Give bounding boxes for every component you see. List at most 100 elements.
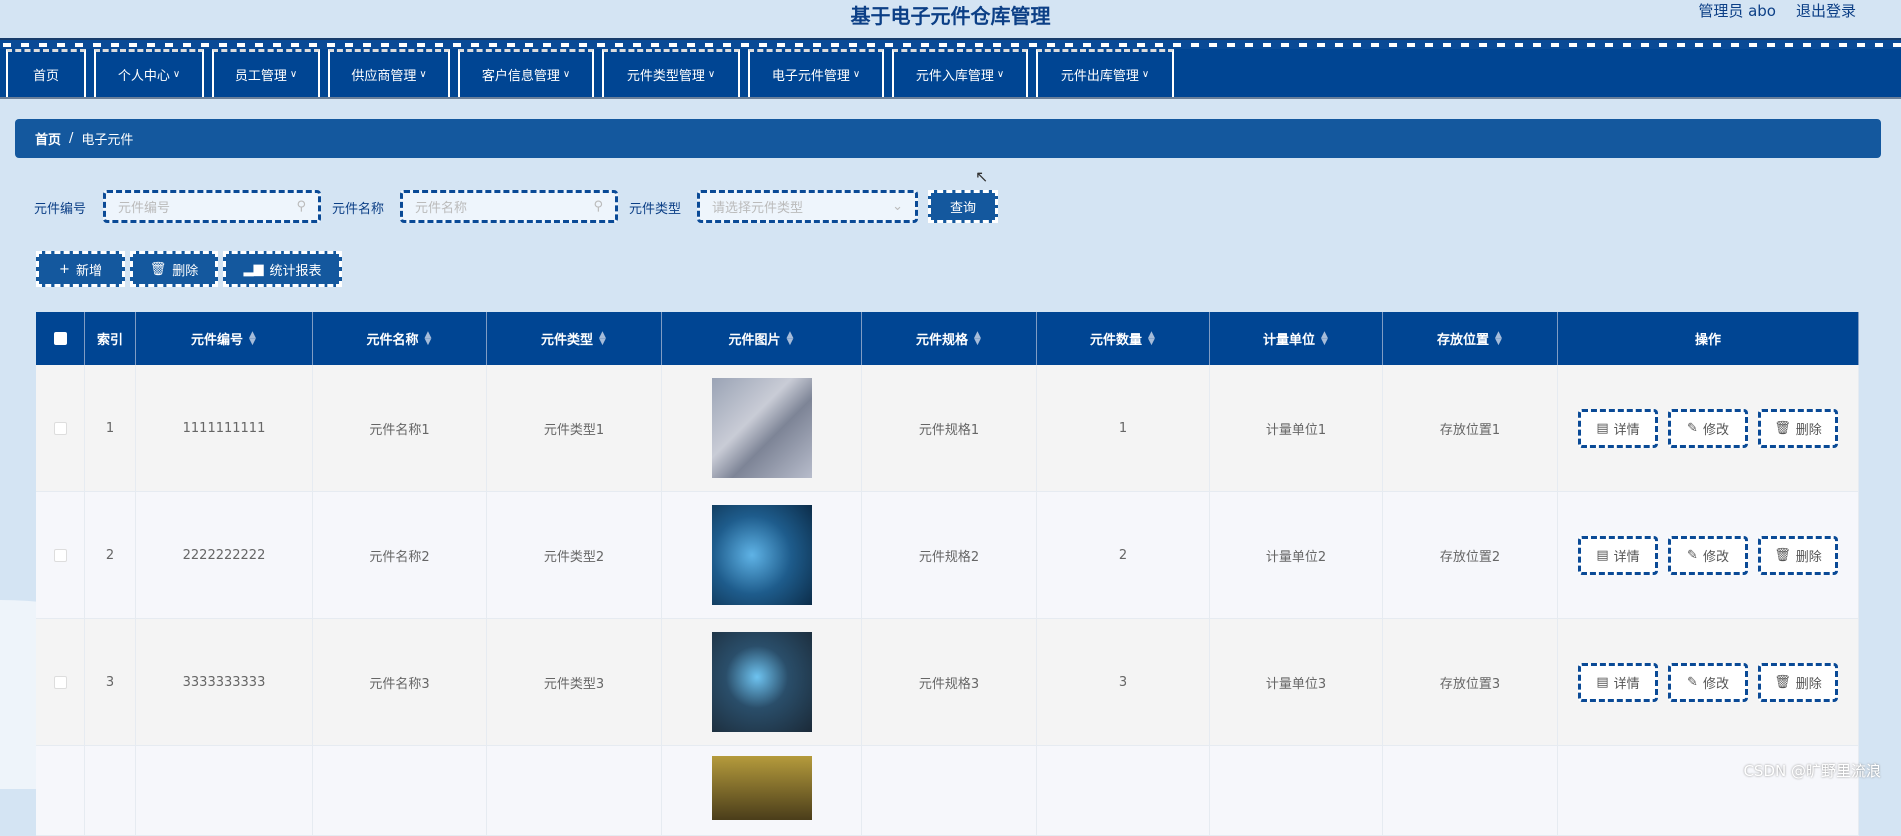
row-delete-button[interactable]: 🗑 删除	[1758, 662, 1838, 702]
cell-code	[136, 746, 313, 835]
row-delete-button[interactable]: 🗑 删除	[1758, 535, 1838, 575]
type-placeholder: 请选择元件类型	[712, 201, 804, 216]
select-all-checkbox[interactable]	[53, 332, 67, 345]
sort-icon[interactable]: ▲ ▼	[249, 329, 256, 347]
add-button[interactable]: + 新增	[36, 251, 125, 287]
name-input[interactable]: 元件名称 ⚲	[400, 190, 618, 223]
code-input[interactable]: 元件编号 ⚲	[103, 190, 321, 223]
breadcrumb-current: 电子元件	[81, 133, 134, 148]
delete-button[interactable]: 🗑 删除	[130, 251, 218, 287]
sort-icon[interactable]: ▲ ▼	[974, 329, 981, 347]
nav-item[interactable]: 元件类型管理 ∨	[602, 49, 740, 97]
logout-link[interactable]: 退出登录	[1795, 2, 1856, 20]
column-label: 元件名称	[366, 333, 419, 348]
add-label: 新增	[75, 263, 102, 279]
column-header[interactable]: 元件名称 ▲ ▼	[313, 312, 487, 365]
cell-qty: 1	[1037, 365, 1210, 491]
nav-label: 元件类型管理	[626, 69, 705, 84]
edit-button[interactable]: ✎ 修改	[1668, 408, 1748, 448]
nav-label: 供应商管理	[351, 69, 417, 84]
code-placeholder: 元件编号	[118, 201, 171, 216]
cell-spec: 元件规格3	[862, 619, 1037, 745]
edit-label: 修改	[1702, 549, 1729, 565]
column-header[interactable]: 元件规格 ▲ ▼	[862, 312, 1037, 365]
row-checkbox[interactable]	[53, 421, 67, 435]
report-label: 统计报表	[269, 263, 322, 279]
row-delete-button[interactable]: 🗑 删除	[1758, 408, 1838, 448]
report-button[interactable]: ▂▆ 统计报表	[223, 251, 342, 287]
chevron-down-icon: ∨	[1141, 69, 1150, 80]
user-name: 管理员 abo	[1698, 2, 1776, 20]
nav-item[interactable]: 元件入库管理 ∨	[892, 49, 1028, 97]
component-image[interactable]	[711, 378, 812, 478]
table-row: 2 2222222222 元件名称2 元件类型2 元件规格2 2 计量单位2 存放位置2 ▤ 详情…	[36, 492, 1859, 619]
sort-icon[interactable]: ▲ ▼	[1148, 329, 1155, 347]
trash-icon: 🗑	[1774, 547, 1791, 563]
column-header[interactable]: 计量单位 ▲ ▼	[1210, 312, 1383, 365]
nav-item[interactable]: 电子元件管理 ∨	[748, 49, 884, 97]
cell-qty: 3	[1037, 619, 1210, 745]
name-placeholder: 元件名称	[415, 201, 468, 216]
component-image[interactable]	[711, 632, 812, 732]
watermark: CSDN @旷野里流浪	[1743, 762, 1881, 780]
delete-label: 删除	[1795, 549, 1822, 565]
chevron-down-icon: ∨	[419, 69, 427, 80]
detail-button[interactable]: ▤ 详情	[1578, 662, 1658, 702]
column-header[interactable]: 存放位置 ▲ ▼	[1383, 312, 1558, 365]
edit-button[interactable]: ✎ 修改	[1668, 535, 1748, 575]
chevron-down-icon: ∨	[852, 69, 861, 80]
sort-icon[interactable]: ▲ ▼	[1321, 329, 1328, 347]
table-row	[36, 746, 1859, 836]
breadcrumb-separator: /	[69, 131, 74, 146]
pencil-icon: ✎	[1687, 547, 1698, 563]
search-icon: ⚲	[296, 199, 306, 214]
cell-name: 元件名称2	[313, 492, 487, 618]
cell-name	[313, 746, 487, 835]
nav-item[interactable]: 元件出库管理 ∨	[1036, 49, 1174, 97]
bar-chart-icon: ▂▆	[243, 261, 264, 277]
sort-icon[interactable]: ▲ ▼	[786, 329, 794, 347]
nav-label: 元件入库管理	[915, 69, 994, 84]
document-icon: ▤	[1596, 674, 1609, 690]
sort-icon[interactable]: ▲ ▼	[424, 329, 432, 347]
chevron-down-icon: ∨	[996, 69, 1005, 80]
trash-icon: 🗑	[1774, 674, 1791, 690]
nav-item[interactable]: 个人中心 ∨	[94, 49, 204, 97]
type-label: 元件类型	[629, 202, 682, 217]
mouse-cursor-icon: ↖	[975, 167, 989, 186]
query-button[interactable]: 查询	[928, 190, 998, 223]
column-label: 索引	[96, 333, 123, 348]
column-label: 元件规格	[915, 333, 968, 348]
cell-location: 存放位置2	[1383, 492, 1558, 618]
detail-button[interactable]: ▤ 详情	[1578, 535, 1658, 575]
column-header[interactable]: 元件图片 ▲ ▼	[662, 312, 862, 365]
column-header[interactable]: 元件类型 ▲ ▼	[487, 312, 662, 365]
component-image[interactable]	[711, 756, 812, 820]
sort-icon[interactable]: ▲ ▼	[599, 329, 606, 347]
sort-icon[interactable]: ▲ ▼	[1495, 329, 1502, 347]
nav-item[interactable]: 员工管理 ∨	[212, 49, 320, 97]
nav-label: 个人中心	[117, 69, 170, 84]
edit-button[interactable]: ✎ 修改	[1668, 662, 1748, 702]
nav-item[interactable]: 首页	[6, 49, 86, 97]
cell-code: 3333333333	[136, 619, 313, 745]
type-select[interactable]: 请选择元件类型 ⌄	[697, 190, 918, 223]
pencil-icon: ✎	[1687, 674, 1698, 690]
nav-item[interactable]: 供应商管理 ∨	[328, 49, 450, 97]
row-checkbox[interactable]	[53, 675, 67, 689]
cell-type: 元件类型2	[487, 492, 662, 618]
breadcrumb-home[interactable]: 首页	[35, 133, 62, 148]
detail-button[interactable]: ▤ 详情	[1578, 408, 1658, 448]
delete-label: 删除	[1795, 422, 1822, 438]
detail-label: 详情	[1613, 422, 1640, 438]
chevron-down-icon: ∨	[289, 69, 298, 80]
row-checkbox[interactable]	[53, 548, 67, 562]
component-image[interactable]	[711, 505, 812, 605]
cell-index: 1	[85, 365, 136, 491]
chevron-down-icon: ∨	[707, 69, 716, 80]
column-header[interactable]: 元件编号 ▲ ▼	[136, 312, 313, 365]
name-label: 元件名称	[332, 202, 385, 217]
column-header[interactable]: 元件数量 ▲ ▼	[1037, 312, 1210, 365]
cell-unit: 计量单位1	[1210, 365, 1383, 491]
nav-item[interactable]: 客户信息管理 ∨	[458, 49, 594, 97]
